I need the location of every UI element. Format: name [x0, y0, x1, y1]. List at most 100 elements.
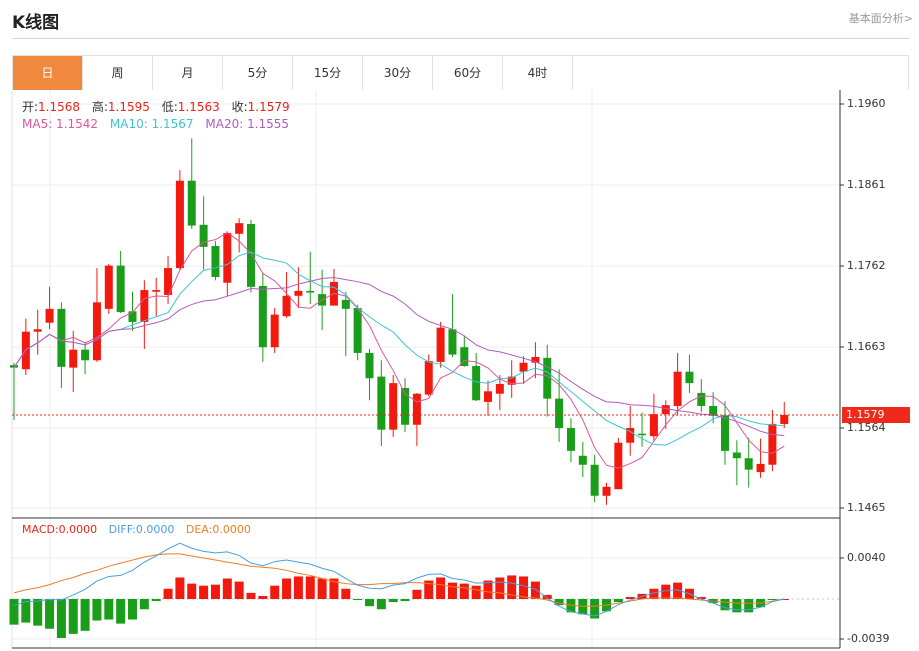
macd-bar: [45, 599, 55, 629]
open-value: 1.1568: [38, 100, 81, 114]
macd-bar: [590, 599, 600, 619]
ma10-line: [13, 251, 785, 446]
macd-bar: [424, 580, 434, 600]
macd-bar: [163, 588, 173, 600]
candle-body: [578, 455, 587, 465]
candle-body: [104, 265, 113, 309]
price-tick: 1.1762: [847, 259, 886, 272]
candle-body: [638, 433, 647, 436]
candle-body: [10, 365, 18, 368]
current-price-tag: 1.1579: [842, 407, 910, 423]
candle-body: [389, 383, 398, 430]
candle-body: [81, 349, 90, 361]
open-label: 开:: [22, 100, 39, 114]
macd-legend: MACD:0.0000 DIFF:0.0000 DEA:0.0000: [22, 523, 259, 536]
macd-bar: [282, 578, 292, 600]
divider: [12, 38, 909, 39]
ma5-line: [13, 232, 785, 469]
candle-body: [744, 458, 753, 470]
macd-bar: [128, 599, 137, 620]
tab-60min[interactable]: 60分: [433, 56, 503, 90]
candle-body: [235, 223, 244, 234]
macd-bar: [341, 588, 351, 600]
macd-bar: [566, 599, 576, 613]
dea-value: DEA:0.0000: [185, 523, 251, 536]
candle-body: [661, 405, 670, 415]
candle-body: [709, 405, 718, 416]
macd-bar: [365, 599, 374, 607]
macd-bar: [56, 599, 66, 638]
macd-value: MACD:0.0000: [22, 523, 98, 536]
candle-body: [543, 357, 552, 399]
price-tick: 1.1861: [847, 178, 886, 191]
macd-bar: [542, 594, 552, 600]
macd-bar: [210, 584, 220, 600]
candle-body: [768, 423, 777, 465]
candle-body: [472, 365, 481, 401]
candle-body: [353, 308, 362, 353]
macd-bar: [9, 599, 19, 625]
candle-body: [294, 290, 303, 296]
candle-body: [140, 290, 149, 322]
macd-bar: [21, 599, 31, 623]
candle-body: [649, 414, 658, 437]
candle-body: [626, 428, 635, 443]
tab-day[interactable]: 日: [13, 56, 83, 90]
high-value: 1.1595: [107, 100, 150, 114]
close-value: 1.1579: [247, 100, 290, 114]
ma-legend: MA5: 1.1542 MA10: 1.1567 MA20: 1.1555: [22, 117, 297, 131]
macd-tick: 0.0040: [847, 551, 886, 564]
ma20-line: [13, 276, 785, 436]
macd-bar: [673, 582, 683, 600]
low-value: 1.1563: [177, 100, 220, 114]
price-tick: 1.1564: [847, 421, 886, 434]
tab-week[interactable]: 周: [83, 56, 153, 90]
candle-body: [69, 349, 78, 368]
macd-bar: [412, 589, 422, 600]
diff-value: DIFF:0.0000: [108, 523, 175, 536]
macd-bar: [151, 599, 161, 602]
macd-bar: [554, 599, 564, 606]
macd-bar: [436, 577, 446, 600]
fundamental-analysis-link[interactable]: 基本面分析>: [848, 12, 913, 25]
macd-bar: [234, 581, 244, 600]
candle-body: [780, 414, 789, 424]
candle-body: [199, 224, 208, 247]
candle-body: [223, 232, 232, 283]
candle-body: [401, 388, 410, 425]
candle-body: [436, 327, 445, 362]
tab-4hour[interactable]: 4时: [503, 56, 573, 90]
macd-bar: [519, 576, 529, 600]
macd-bar: [68, 599, 78, 634]
candle-body: [697, 392, 706, 406]
candle-body: [602, 486, 611, 496]
macd-bar: [258, 595, 268, 600]
close-label: 收:: [231, 100, 248, 114]
candle-body: [365, 352, 374, 379]
candle-body: [211, 246, 220, 278]
candle-body: [531, 357, 540, 363]
candle-body: [566, 428, 575, 451]
ma5-legend: MA5: 1.1542: [22, 117, 99, 131]
candle-body: [448, 329, 457, 355]
candle-body: [424, 361, 433, 395]
price-tick: 1.1960: [847, 97, 886, 110]
candle-body: [412, 393, 421, 425]
tab-15min[interactable]: 15分: [293, 56, 363, 90]
candle-body: [306, 290, 315, 293]
macd-bar: [459, 583, 469, 600]
macd-bar: [80, 599, 90, 631]
macd-bar: [447, 582, 457, 600]
candle-body: [673, 371, 682, 406]
tab-month[interactable]: 月: [153, 56, 223, 90]
macd-bar: [305, 576, 315, 600]
candle-body: [555, 398, 564, 429]
diff-line: [13, 542, 785, 617]
macd-bar: [744, 599, 754, 613]
tab-5min[interactable]: 5分: [223, 56, 293, 90]
candle-body: [721, 414, 729, 451]
period-tabs: 日 周 月 5分 15分 30分 60分 4时: [12, 55, 909, 90]
macd-bar: [139, 599, 149, 610]
tab-30min[interactable]: 30分: [363, 56, 433, 90]
